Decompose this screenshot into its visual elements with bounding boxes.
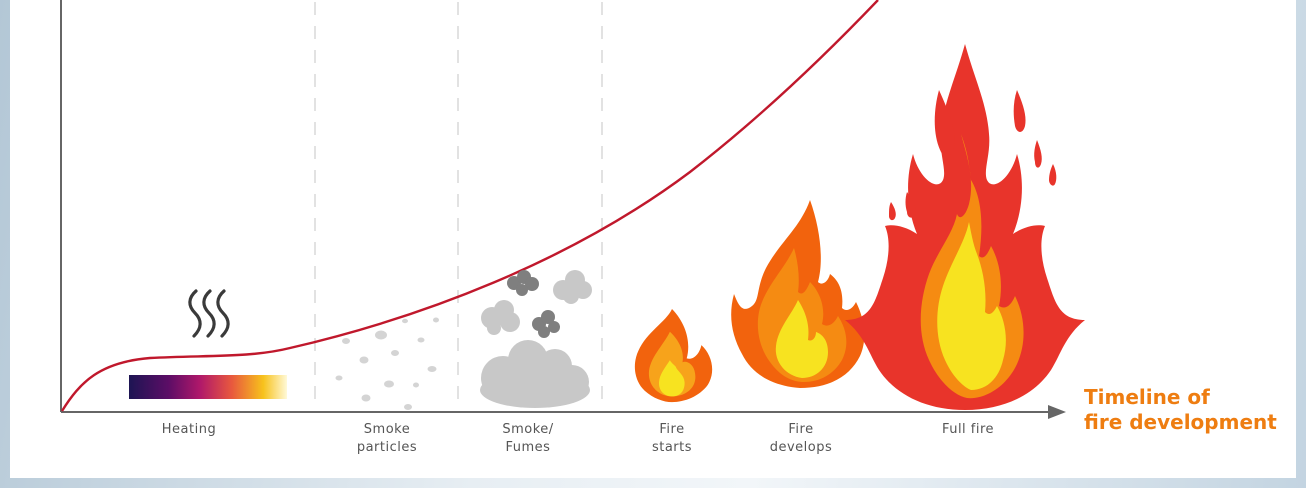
stage-label-line2: particles: [356, 440, 418, 455]
smoke-fumes-icon: [480, 270, 592, 408]
timeline-label-line2: fire development: [1084, 410, 1277, 434]
phase-separators: [314, 2, 603, 410]
heat-gradient-bar: [129, 375, 287, 399]
stage-label-line1: Full fire: [941, 422, 995, 437]
timeline-label-line1: Timeline of: [1084, 385, 1210, 409]
x-axis-arrow-icon: [1048, 405, 1066, 419]
stage-label-smoke-particles: Smoke particles: [322, 421, 452, 457]
stage-label-fire-starts: Fire starts: [607, 421, 737, 457]
stage-label-line1: Fire: [788, 422, 814, 437]
stage-label-line1: Smoke/: [502, 422, 554, 437]
fire-curve: [60, 0, 879, 412]
flame-medium-icon: [731, 200, 865, 388]
stage-label-line1: Smoke: [363, 422, 411, 437]
stage-label-line1: Fire: [659, 422, 685, 437]
flame-small-icon: [634, 309, 713, 403]
stage-label-full-fire: Full fire: [903, 421, 1033, 439]
flame-large-icon: [845, 44, 1085, 410]
smoke-particles-icon: [335, 317, 439, 410]
light-cloud-2: [553, 270, 592, 304]
axes: [60, 0, 1066, 419]
stage-label-heating: Heating: [124, 421, 254, 439]
stage-label-smoke-fumes: Smoke/ Fumes: [463, 421, 593, 457]
dark-cloud-1: [507, 270, 539, 296]
dark-cloud-2: [532, 310, 560, 338]
stage-label-fire-develops: Fire develops: [736, 421, 866, 457]
timeline-label: Timeline of fire development: [1084, 385, 1277, 435]
stage-label-line1: Heating: [161, 422, 217, 437]
stage-label-line2: develops: [769, 440, 833, 455]
heat-waves-icon: [188, 289, 230, 338]
stage-label-line2: starts: [651, 440, 693, 455]
large-smoke-cloud: [480, 340, 590, 408]
light-cloud-1: [481, 300, 520, 335]
stage-label-line2: Fumes: [505, 440, 551, 455]
